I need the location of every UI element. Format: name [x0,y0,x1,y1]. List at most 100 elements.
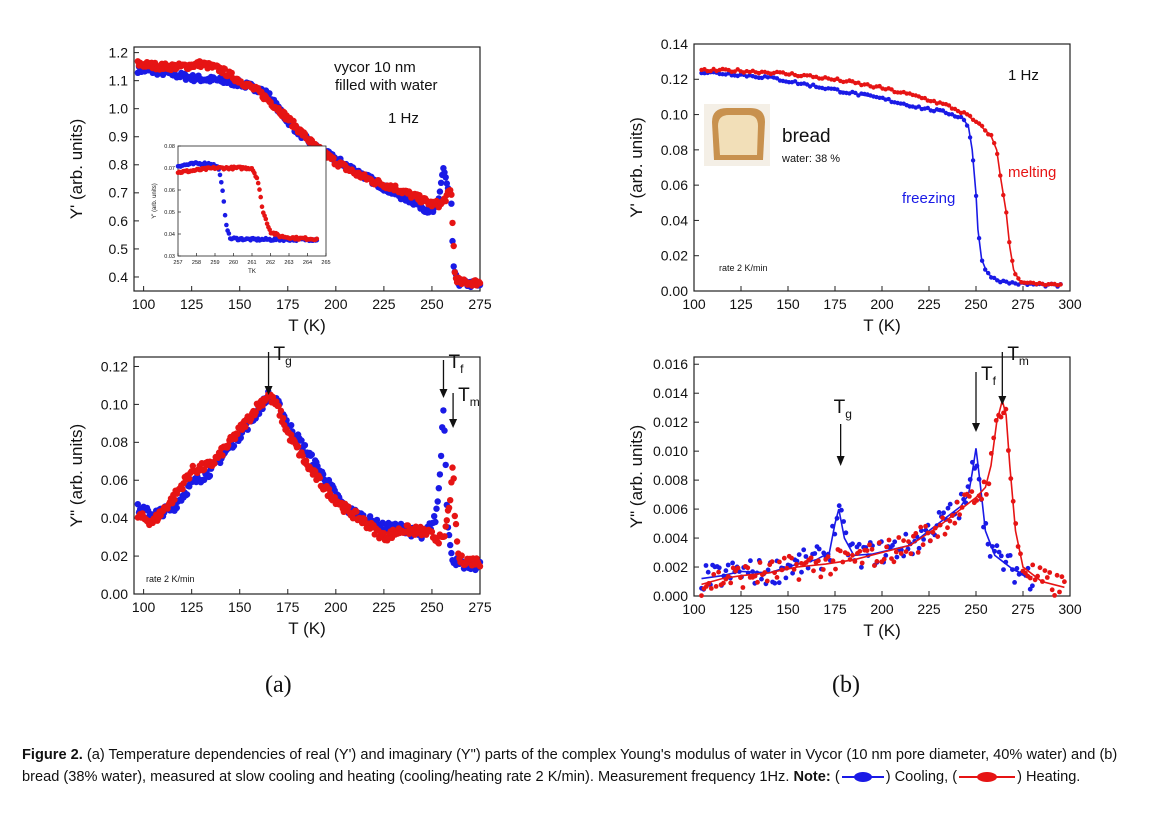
chart-b-real-xtick-label: 125 [729,296,753,312]
chart-b-imag-heating-point [949,513,955,518]
chart-b-imag-heating-point [840,559,846,565]
chart-a-imag-cooling-point [173,504,180,512]
chart-a-real-frame [133,46,481,292]
chart-a-real-heating-point [450,242,457,250]
chart-a-imag-heating-point [428,528,436,535]
chart-b-imag-cooling-point [730,560,735,566]
chart-b-imag-cooling-point [883,553,889,558]
chart-b-real-ylabel: Y' (arb. units) [627,117,646,218]
chart-b-imag-heating-point [757,560,763,565]
chart-a-imag-cooling-point [432,518,439,526]
chart-b-imag-ytick-label: 0.014 [653,385,688,401]
chart-b-imag-heating-point [1032,577,1038,583]
chart-a-real-inset-xtick-label: 260 [229,260,238,266]
chart-b-imag-cooling-point [830,523,835,529]
bread-photo-icon [704,104,770,166]
chart-b-imag-cooling-point [921,537,926,542]
chart-b-imag-heating-point [769,559,775,565]
chart-b-imag-cooling-point [812,551,818,556]
chart-b-imag-heating-point [837,548,843,554]
chart-b-imag-cooling-point [705,569,711,575]
chart-b-imag-heating-point [906,539,911,544]
chart-a-imag-heating-point [179,485,186,493]
chart-b-imag-heating-point [930,529,936,535]
chart-b-imag-cooling-point [998,553,1004,559]
chart-b-real-cooling-point [811,82,816,87]
chart-b-real-cooling-point [774,76,780,81]
chart-b-imag-cooling-point [965,484,971,489]
chart-a-imag-cooling-point [183,491,191,498]
chart-a-imag-cooling-point [134,501,141,508]
chart-a-imag-ytick-label: 0.06 [101,472,128,488]
chart-b-imag-heating-point [969,489,975,494]
chart-b-imag-cooling-point [765,567,771,573]
chart-b-imag-cooling-point [841,519,846,524]
chart-a-real-inset-heating-point [252,170,257,176]
chart-b-imag-cooling-point [856,541,862,547]
chart-a-real-inset-ytick-label: 0.04 [164,232,175,238]
chart-b-imag-cooling-point [976,476,982,482]
chart-b-imag-ytick-label: 0.002 [653,559,688,575]
chart-b-imag-ytick-label: 0.000 [653,588,688,604]
chart-a-imag-marker-f-sub: f [460,362,464,376]
chart-b-imag-cooling-point [803,554,809,559]
chart-b-imag-heating-point [952,520,958,526]
chart-b-real-heating-point [976,121,982,126]
chart-a-real-inset-ytick-label: 0.07 [164,166,175,172]
chart-a-real: 100 125 150 175 200 225 250 275 0.4 0.5 0.6 0.7 0.8 0… [67,45,492,335]
chart-a-real-inset-ytick-label: 0.06 [164,188,175,194]
chart-b-imag-cooling-point [836,503,842,509]
chart-b-imag-cooling-point [967,477,973,482]
chart-a-imag-heating-point [299,452,306,459]
chart-b-imag-heating-point [774,575,780,580]
chart-b-imag-heating-point [828,571,833,577]
chart-a-imag-cooling-point [441,427,448,434]
chart-a-imag-ytick-label: 0.12 [101,358,128,374]
chart-a-imag-cooling-point [431,513,438,520]
chart-a-real-ytick-label: 1.1 [109,73,129,89]
chart-a-imag-cooling-point [301,442,309,449]
chart-a-real-cooling-point [449,237,456,245]
chart-b-imag-heating-point [740,585,746,590]
chart-b-imag-cooling-point [703,563,709,568]
chart-b-imag-heating-point [1008,476,1014,481]
chart-b-imag-xtick-label: 200 [870,601,894,617]
chart-b-imag-heating-point [915,550,921,555]
chart-b-real-cooling-point [940,108,946,113]
chart-a-imag-xtick-label: 125 [180,599,204,615]
chart-a-imag-ytick-label: 0.04 [101,510,128,526]
chart-b-real-ytick-label: 0.02 [661,248,688,264]
chart-b-imag-cooling-point [899,547,904,553]
chart-a-real-inset-cooling-point [222,212,228,218]
figure-caption: Figure 2. (a) Temperature dependencies o… [22,744,1146,788]
chart-a-imag-cooling-point [442,461,449,469]
chart-a-imag-marker-f-arrowhead [439,389,448,398]
chart-b-imag-marker-m-arrowhead [998,396,1007,405]
chart-b-imag-xtick-label: 150 [776,601,800,617]
chart-b-imag-heating-point [967,494,972,499]
chart-a-real-inset-cooling-point [221,199,227,204]
chart-b-imag-heating-point [898,551,904,556]
chart-a-imag-cooling-point [436,471,444,478]
chart-b-real-cooling-point [792,79,798,84]
chart-b-imag-heating-point [784,565,790,571]
chart-b-real-cooling-point [970,158,976,163]
chart-b-real-heating-point [1049,281,1054,287]
chart-b-imag-heating-point [979,496,984,502]
chart-b-imag-heating-point [713,584,719,589]
chart-b-imag-heating-point [772,570,777,576]
chart-b-imag: 100 125 150 175 200 225 250 275 300 0.000 0.002 0.0… [627,344,1082,640]
chart-b-real-xtick-label: 175 [823,296,847,312]
chart-b-real-heating-point [877,83,882,89]
chart-b-imag-heating-point [764,578,770,584]
chart-b-imag-heating-point [752,573,758,579]
chart-a-real-cooling-point [436,188,444,195]
chart-a-imag-cooling-point [448,549,455,557]
chart-b-imag-cooling-point [725,562,731,568]
chart-b-real-annotation-freq: 1 Hz [1008,67,1039,84]
chart-b-imag-heating-point [998,414,1004,420]
chart-a-imag-heating-point [458,552,465,559]
chart-b-imag-heating-point [925,530,931,536]
chart-b-imag-heating-point [1015,544,1021,549]
chart-b-imag-marker-f-arrowhead [972,423,980,432]
